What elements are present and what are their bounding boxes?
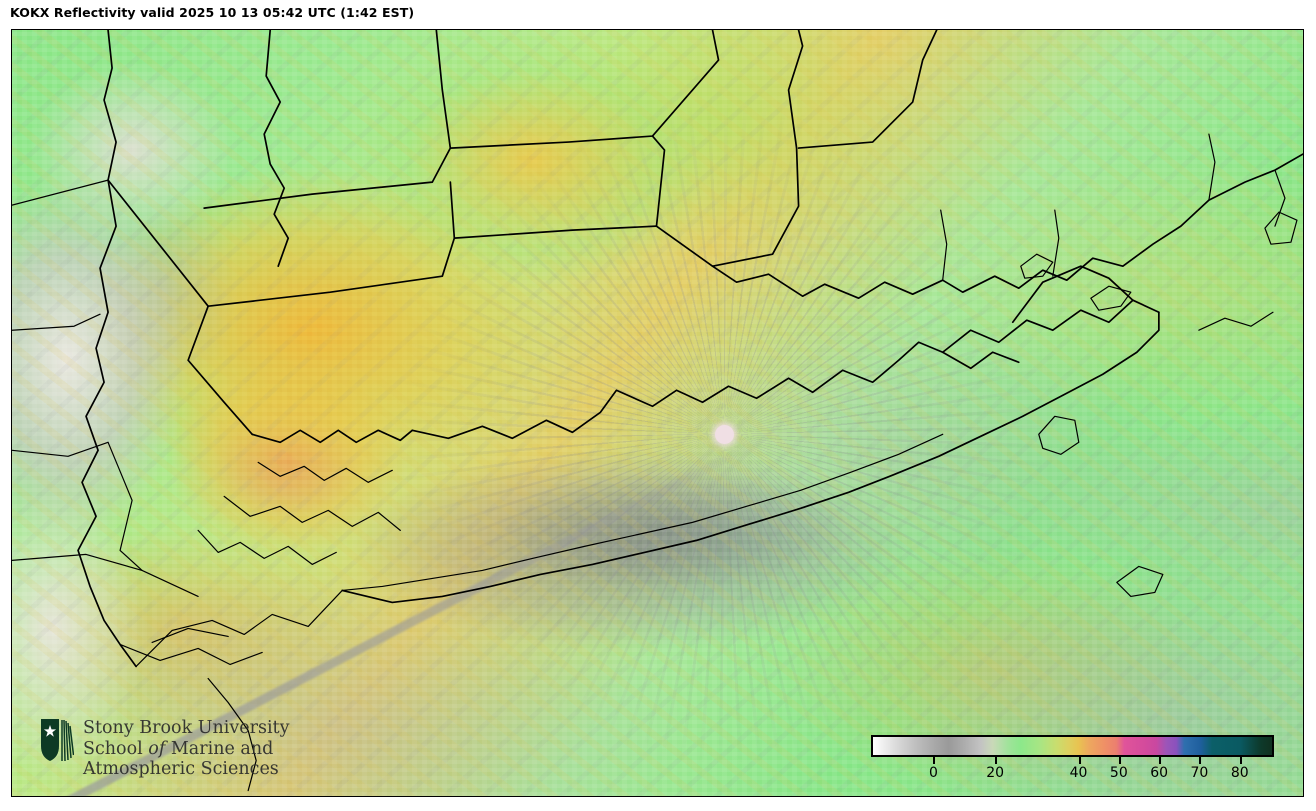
colorbar-label-70: 70 xyxy=(1190,765,1209,781)
colorbar-label-80: 80 xyxy=(1230,765,1249,781)
logo-of-word: of xyxy=(148,738,166,759)
colorbar-label-40: 40 xyxy=(1069,765,1088,781)
stony-brook-shield-icon xyxy=(41,719,74,762)
colorbar-label-60: 60 xyxy=(1150,765,1169,781)
logo-marine-word: Marine and xyxy=(165,738,274,759)
colorbar-label-20: 20 xyxy=(986,765,1005,781)
colorbar-tick-80 xyxy=(1239,757,1242,764)
reflectivity-colorbar: 0 20 40 50 60 70 80 xyxy=(861,735,1276,781)
radar-bin-pixelation xyxy=(12,30,1303,796)
colorbar-tick-40 xyxy=(1078,757,1081,764)
colorbar-tick-70 xyxy=(1199,757,1202,764)
geography-overlay xyxy=(12,30,1303,792)
reflectivity-speckle xyxy=(12,30,1303,796)
radar-map-panel[interactable] xyxy=(11,29,1304,797)
colorbar-tick-60 xyxy=(1159,757,1162,764)
logo-line-atmospheric: Atmospheric Sciences xyxy=(83,759,279,780)
logo-line-school: School of Marine and xyxy=(83,739,289,760)
logo-line-university: Stony Brook University xyxy=(83,718,290,738)
colorbar-tick-0 xyxy=(933,757,936,764)
radar-site-marker xyxy=(715,425,734,444)
stony-brook-logo: Stony Brook University School of Marine … xyxy=(40,718,289,780)
colorbar-gradient xyxy=(871,735,1274,757)
colorbar-label-50: 50 xyxy=(1109,765,1128,781)
reflectivity-field-lowdbz xyxy=(12,30,1303,796)
colorbar-tick-20 xyxy=(995,757,998,764)
logo-school-word: School xyxy=(83,738,149,759)
radar-radial-spokes xyxy=(12,30,1303,796)
page-title: KOKX Reflectivity valid 2025 10 13 05:42… xyxy=(10,5,415,20)
colorbar-label-0: 0 xyxy=(928,765,938,781)
logo-text-block: Stony Brook University School of Marine … xyxy=(83,718,289,780)
colorbar-tick-50 xyxy=(1118,757,1121,764)
